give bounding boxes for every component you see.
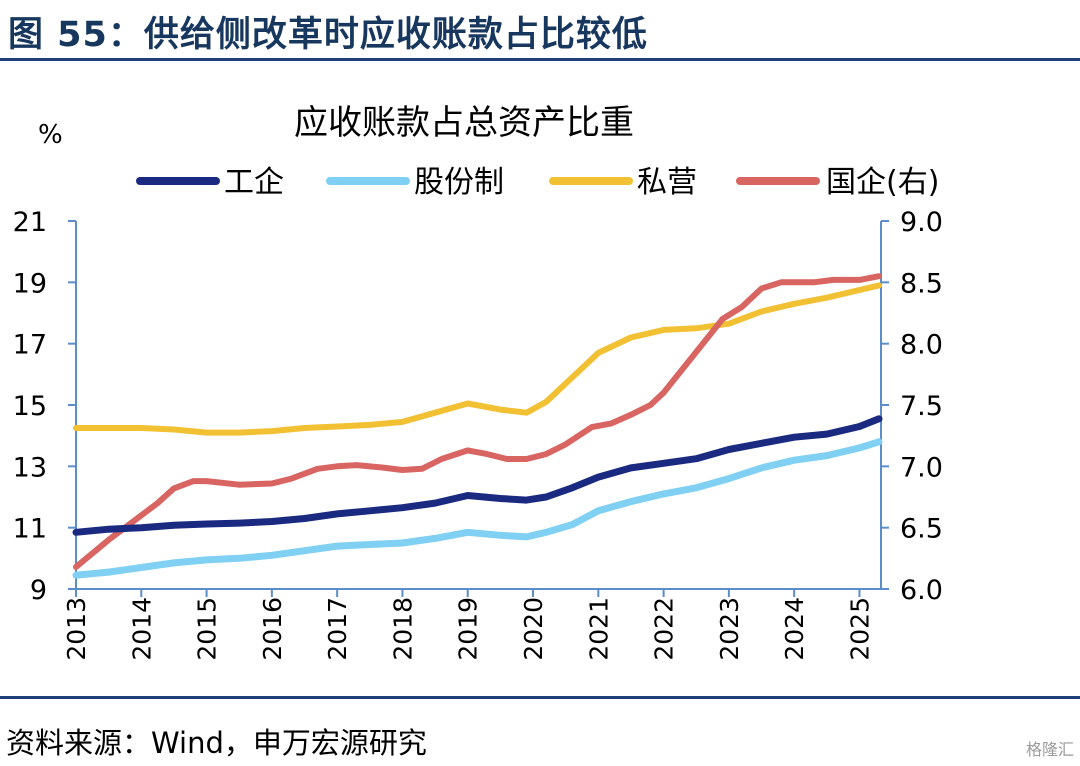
x-tick-label: 2021 xyxy=(584,597,613,661)
x-tick-label: 2023 xyxy=(715,597,744,661)
left-tick-label: 21 xyxy=(13,207,47,238)
legend-label: 股份制 xyxy=(414,165,504,200)
bottom-rule xyxy=(0,696,1080,699)
x-tick-label: 2019 xyxy=(454,597,483,661)
right-tick-label: 9.0 xyxy=(900,207,943,238)
left-tick-label: 9 xyxy=(30,575,47,606)
series-line xyxy=(73,282,882,436)
right-tick-label: 8.5 xyxy=(900,268,943,299)
legend-label: 工企 xyxy=(224,165,284,200)
x-tick-label: 2016 xyxy=(258,597,287,661)
left-tick-label: 15 xyxy=(13,391,47,422)
source-note: 资料来源：Wind，申万宏源研究 xyxy=(6,726,427,760)
series-line xyxy=(72,415,883,536)
right-tick-label: 6.0 xyxy=(900,575,943,606)
line-chart: 应收账款占总资产比重% 工企 股份制 私营 国企(右) 9 11 13 15 17 19 21 6.0 6… xyxy=(13,103,943,661)
x-tick-label: 2022 xyxy=(650,597,679,661)
left-tick-label: 17 xyxy=(13,330,47,361)
series-line xyxy=(73,273,882,570)
right-tick-label: 7.5 xyxy=(900,391,943,422)
right-tick-label: 6.5 xyxy=(900,514,943,545)
chart-title: 应收账款占总资产比重 xyxy=(294,103,634,143)
x-tick-label: 2017 xyxy=(323,597,352,661)
x-tick-label: 2024 xyxy=(780,597,809,661)
legend-label: 私营 xyxy=(637,165,697,200)
watermark-logo: 格隆汇 xyxy=(1025,740,1074,759)
x-tick-label: 2020 xyxy=(519,597,548,661)
right-tick-label: 7.0 xyxy=(900,452,943,483)
x-tick-label: 2015 xyxy=(193,597,222,661)
left-tick-label: 19 xyxy=(13,268,47,299)
x-tick-label: 2013 xyxy=(62,597,91,661)
series-line xyxy=(72,438,883,579)
figure-title: 图 55：供给侧改革时应收账款占比较低 xyxy=(8,15,648,55)
legend-label: 国企(右) xyxy=(826,165,939,200)
top-rule xyxy=(0,58,1080,61)
left-tick-label: 11 xyxy=(13,514,47,545)
x-tick-label: 2025 xyxy=(845,597,874,661)
x-tick-label: 2018 xyxy=(388,597,417,661)
left-axis-unit: % xyxy=(38,120,63,150)
left-tick-label: 13 xyxy=(13,452,47,483)
axes-group: 应收账款占总资产比重% 工企 股份制 私营 国企(右) 9 11 13 15 17 19 21 6.0 6… xyxy=(13,103,943,661)
right-tick-label: 8.0 xyxy=(900,330,943,361)
x-tick-label: 2014 xyxy=(127,597,156,661)
